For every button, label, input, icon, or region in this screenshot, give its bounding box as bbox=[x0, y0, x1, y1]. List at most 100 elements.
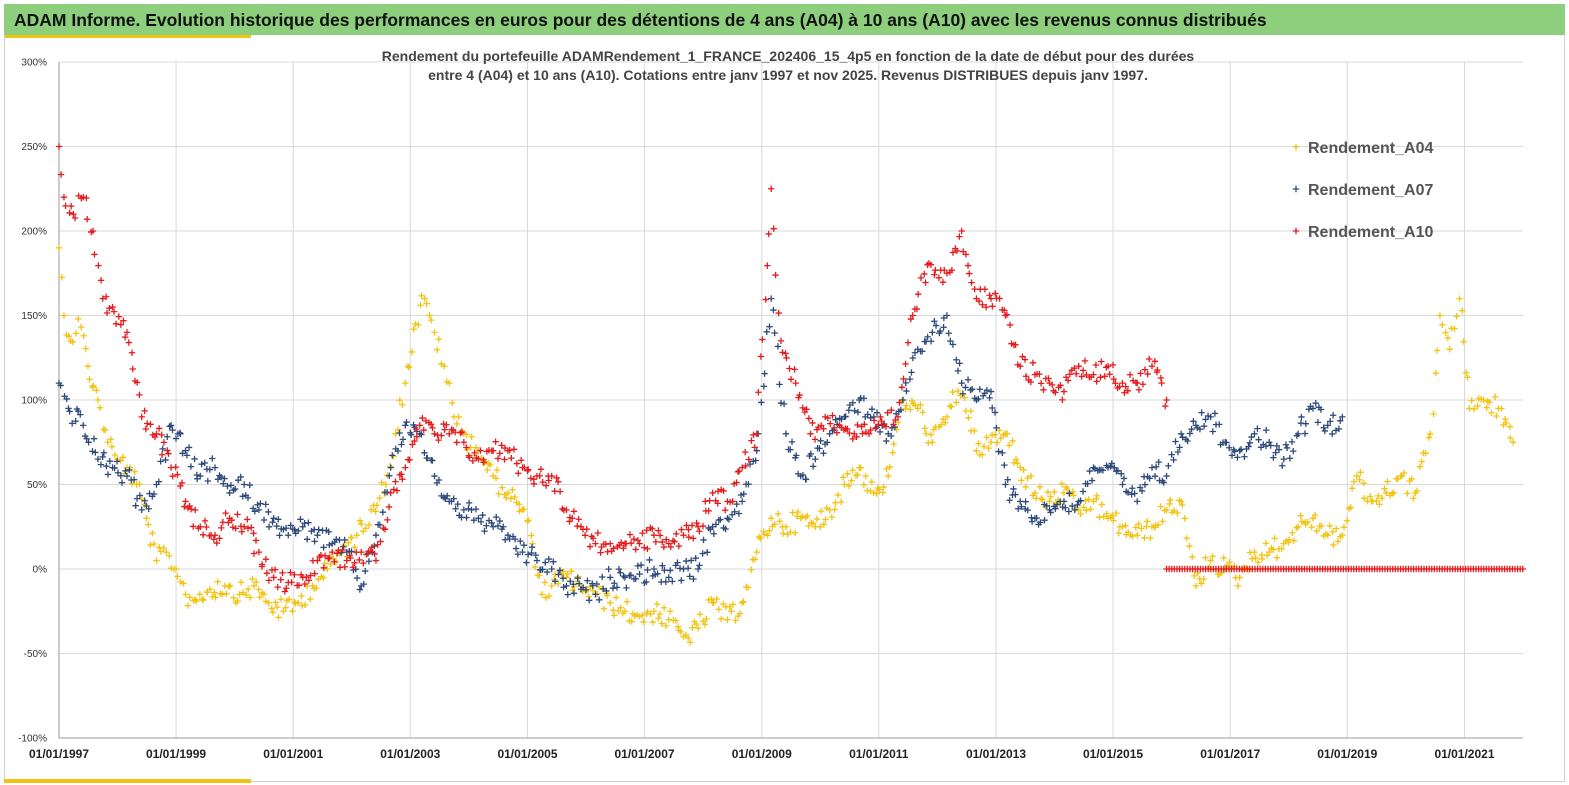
data-point-cloud bbox=[932, 266, 939, 274]
data-point-cloud bbox=[257, 500, 264, 507]
data-point-cloud bbox=[91, 251, 98, 258]
data-point bbox=[738, 599, 746, 606]
data-point-cloud bbox=[1321, 427, 1329, 435]
data-point-cloud bbox=[384, 516, 391, 524]
data-point-cloud bbox=[484, 466, 491, 474]
data-point-cloud bbox=[1086, 467, 1093, 475]
data-point-cloud bbox=[655, 615, 662, 622]
data-point-cloud bbox=[394, 426, 402, 433]
data-point bbox=[1309, 515, 1317, 522]
data-point-cloud bbox=[353, 548, 360, 556]
data-point-cloud bbox=[193, 597, 200, 605]
data-point-cloud bbox=[1350, 478, 1358, 485]
data-point-cloud bbox=[922, 279, 929, 286]
data-point-cloud bbox=[1322, 530, 1329, 538]
data-point-cloud bbox=[748, 566, 755, 573]
data-point-cloud bbox=[830, 424, 838, 432]
data-point-cloud bbox=[685, 526, 692, 533]
data-point-cloud bbox=[887, 432, 895, 440]
data-point-cloud bbox=[1329, 412, 1337, 419]
data-point-cloud bbox=[164, 433, 171, 440]
data-point-cloud bbox=[525, 517, 532, 524]
data-point-cloud bbox=[1501, 415, 1509, 423]
data-point-cloud bbox=[1036, 483, 1044, 491]
data-point-cloud bbox=[1246, 549, 1254, 556]
data-point-cloud bbox=[1196, 425, 1204, 433]
data-point-cloud bbox=[702, 498, 709, 505]
data-point-cloud bbox=[339, 546, 346, 554]
data-point-cloud bbox=[989, 404, 996, 412]
data-point-cloud bbox=[935, 274, 943, 282]
data-point-cloud bbox=[1045, 375, 1052, 382]
data-point-cloud bbox=[917, 274, 925, 282]
data-point-cloud bbox=[1190, 418, 1197, 425]
data-point-cloud bbox=[159, 445, 166, 453]
data-point-cloud bbox=[1159, 518, 1166, 525]
data-point-cloud bbox=[374, 541, 381, 548]
data-point-cloud bbox=[506, 535, 513, 543]
data-point-cloud bbox=[849, 435, 856, 443]
data-point-cloud bbox=[96, 404, 104, 411]
data-point-cloud bbox=[172, 463, 179, 471]
data-point-cloud bbox=[791, 366, 798, 373]
data-point bbox=[665, 574, 672, 581]
data-point-cloud bbox=[77, 323, 85, 331]
data-point-cloud bbox=[1425, 434, 1433, 441]
data-point-cloud bbox=[676, 565, 684, 572]
data-point bbox=[753, 548, 760, 556]
data-point-cloud bbox=[348, 534, 355, 542]
data-point-cloud bbox=[399, 436, 407, 443]
data-point-cloud bbox=[1116, 383, 1123, 390]
data-point-cloud bbox=[291, 598, 298, 606]
data-point-cloud bbox=[340, 543, 347, 550]
data-point-cloud bbox=[975, 297, 983, 305]
data-point bbox=[211, 464, 219, 471]
data-point-cloud bbox=[1022, 373, 1030, 380]
data-point-cloud bbox=[201, 459, 208, 467]
data-point-cloud bbox=[368, 543, 376, 551]
x-tick-label: 01/01/2011 bbox=[849, 747, 909, 761]
data-point-cloud bbox=[1172, 438, 1179, 445]
data-point-cloud bbox=[1302, 420, 1309, 427]
data-point-cloud bbox=[86, 376, 93, 383]
data-point-cloud bbox=[1107, 463, 1114, 470]
data-point-cloud bbox=[97, 277, 105, 284]
data-point bbox=[182, 591, 189, 598]
data-point-cloud bbox=[251, 508, 259, 515]
data-point bbox=[109, 303, 116, 311]
data-point-cloud bbox=[740, 598, 747, 605]
data-point-cloud bbox=[620, 572, 627, 580]
data-point-cloud bbox=[1337, 533, 1344, 540]
data-point-cloud bbox=[674, 559, 681, 566]
data-point-cloud bbox=[1228, 452, 1236, 459]
data-point-cloud bbox=[758, 399, 765, 406]
data-point-cloud bbox=[303, 573, 310, 581]
data-point-cloud bbox=[307, 572, 314, 579]
data-point-cloud bbox=[1267, 442, 1274, 449]
data-point-cloud bbox=[1468, 397, 1475, 404]
data-point-cloud bbox=[536, 472, 543, 480]
data-point-cloud bbox=[272, 599, 279, 606]
data-point-cloud bbox=[520, 505, 527, 513]
data-point-cloud bbox=[371, 550, 378, 558]
data-point-cloud bbox=[1044, 488, 1052, 496]
data-point bbox=[1075, 363, 1082, 370]
data-point-cloud bbox=[157, 458, 164, 465]
data-point-cloud bbox=[1064, 485, 1071, 493]
data-point-cloud bbox=[777, 399, 785, 407]
data-point bbox=[402, 464, 409, 471]
data-point-cloud bbox=[396, 396, 404, 404]
data-point-cloud bbox=[184, 602, 192, 609]
data-point-cloud bbox=[661, 567, 668, 574]
data-point-cloud bbox=[862, 472, 869, 480]
data-point-cloud bbox=[451, 429, 459, 436]
data-point-cloud bbox=[1051, 488, 1058, 496]
data-point-cloud bbox=[1077, 510, 1084, 518]
data-point-cloud bbox=[130, 476, 138, 483]
data-point-cloud bbox=[108, 443, 116, 450]
data-point-cloud bbox=[67, 202, 75, 210]
data-point bbox=[431, 430, 438, 437]
data-point-cloud bbox=[932, 322, 940, 329]
data-point-cloud bbox=[1093, 378, 1100, 385]
data-point-cloud bbox=[1360, 480, 1368, 487]
